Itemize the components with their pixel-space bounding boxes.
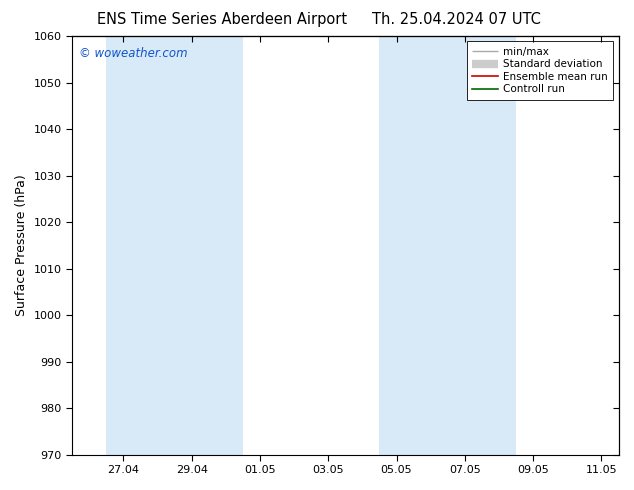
Bar — [448, 36, 516, 455]
Text: ENS Time Series Aberdeen Airport: ENS Time Series Aberdeen Airport — [97, 12, 347, 27]
Legend: min/max, Standard deviation, Ensemble mean run, Controll run: min/max, Standard deviation, Ensemble me… — [467, 41, 613, 99]
Text: © woweather.com: © woweather.com — [79, 47, 187, 60]
Bar — [380, 36, 448, 455]
Text: Th. 25.04.2024 07 UTC: Th. 25.04.2024 07 UTC — [372, 12, 541, 27]
Y-axis label: Surface Pressure (hPa): Surface Pressure (hPa) — [15, 174, 28, 316]
Bar — [174, 36, 243, 455]
Bar — [107, 36, 174, 455]
